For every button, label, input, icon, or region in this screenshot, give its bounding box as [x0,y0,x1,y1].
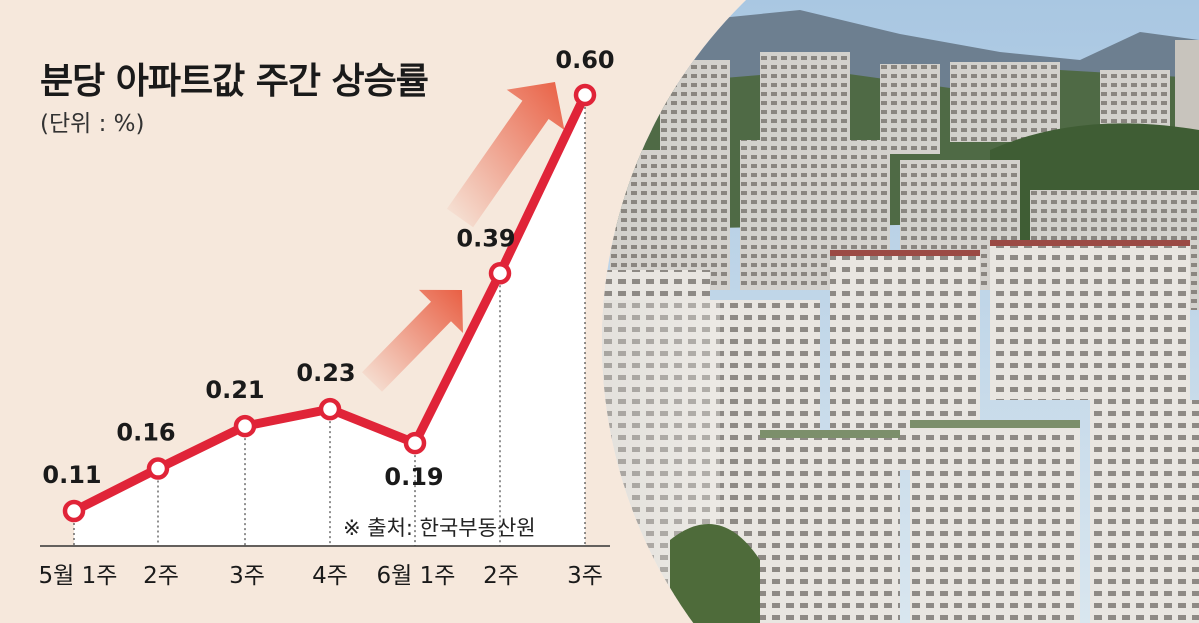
data-point-5 [403,431,427,455]
trend-arrow-2 [446,82,565,228]
data-label-3: 0.21 [205,376,264,404]
source-note: ※ 출처: 한국부동산원 [343,516,536,540]
data-point-3 [233,414,257,438]
data-label-4: 0.23 [296,359,355,387]
x-tick-label-5: 6월 1주 [377,563,456,589]
data-point-2 [146,457,170,480]
data-point-1 [62,499,86,523]
data-label-6: 0.39 [456,224,515,252]
data-point-4 [318,397,342,421]
x-tick-label-3: 3주 [229,563,265,589]
x-tick-label-1: 5월 1주 [39,563,118,589]
x-tick-label-6: 2주 [483,563,519,589]
data-point-7 [573,83,597,107]
data-label-1: 0.11 [42,461,101,489]
x-tick-label-7: 3주 [567,563,603,589]
chart-area-fill [74,95,585,545]
x-tick-label-2: 2주 [143,563,179,589]
data-label-2: 0.16 [116,419,175,447]
chart-unit-label: (단위 : %) [40,111,145,137]
data-point-6 [488,262,512,285]
data-label-7: 0.60 [555,46,614,74]
data-label-5: 0.19 [384,463,443,491]
x-tick-label-4: 4주 [312,563,348,589]
trend-arrow-1 [362,289,463,392]
chart-title: 분당 아파트값 주간 상승률 [40,61,429,102]
